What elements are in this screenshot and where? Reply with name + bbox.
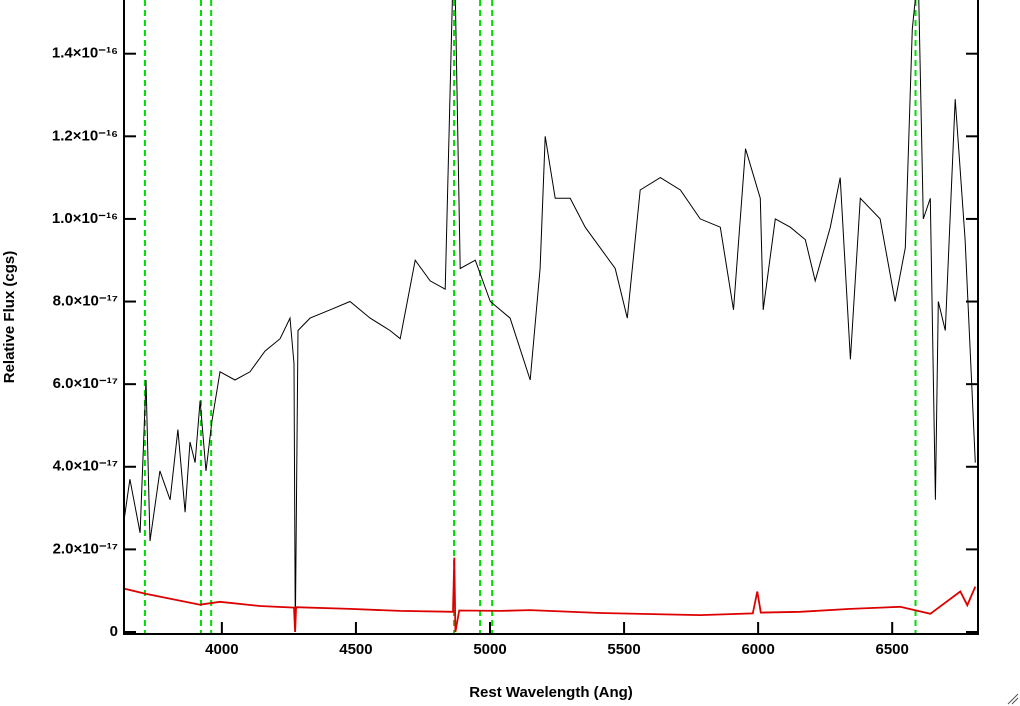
- spectrum-line: [124, 0, 976, 633]
- y-tick-label: 8.0×10⁻¹⁷: [53, 293, 118, 310]
- y-tick-label: 0: [110, 623, 118, 640]
- y-tick-label: 4.0×10⁻¹⁷: [53, 458, 118, 475]
- x-tick-label: 6000: [741, 641, 774, 658]
- y-tick-label: 1.0×10⁻¹⁶: [52, 210, 118, 227]
- resize-grip: [1007, 693, 1019, 705]
- x-tick-label: 4500: [339, 641, 372, 658]
- plot-area: [124, 0, 977, 634]
- y-tick-label: 1.4×10⁻¹⁶: [52, 45, 118, 62]
- x-tick-label: 5000: [473, 641, 506, 658]
- y-tick-label: 1.2×10⁻¹⁶: [52, 127, 118, 144]
- y-tick-label: 2.0×10⁻¹⁷: [53, 540, 118, 557]
- y-tick-label: 6.0×10⁻¹⁷: [53, 375, 118, 392]
- spectrum-line: [124, 557, 977, 633]
- axes-frame: [123, 0, 979, 635]
- x-axis-label: Rest Wavelength (Ang): [469, 684, 633, 701]
- x-tick-label: 4000: [205, 641, 238, 658]
- x-tick-label: 6500: [876, 641, 909, 658]
- x-tick-label: 5500: [607, 641, 640, 658]
- y-axis-label: Relative Flux (cgs): [1, 251, 18, 384]
